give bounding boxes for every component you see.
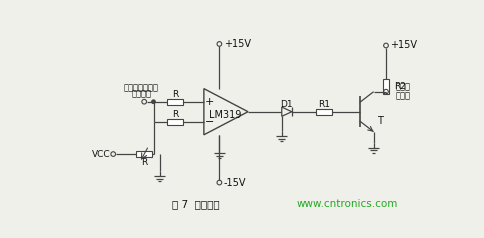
Text: R1: R1 <box>318 99 330 109</box>
Text: D1: D1 <box>281 99 293 109</box>
FancyBboxPatch shape <box>382 79 390 94</box>
FancyBboxPatch shape <box>136 151 152 157</box>
Text: 流信号: 流信号 <box>395 92 410 101</box>
FancyBboxPatch shape <box>167 99 183 105</box>
Text: 母线过: 母线过 <box>395 83 410 92</box>
Circle shape <box>152 100 155 103</box>
Text: -15V: -15V <box>223 178 246 188</box>
Text: +15V: +15V <box>224 39 251 49</box>
Text: +15V: +15V <box>390 40 417 50</box>
FancyBboxPatch shape <box>316 109 332 115</box>
Text: R: R <box>141 158 147 167</box>
Text: R: R <box>172 109 178 119</box>
Text: +: + <box>205 97 214 107</box>
Text: VCC: VCC <box>91 149 110 159</box>
FancyBboxPatch shape <box>167 119 183 125</box>
Text: R2: R2 <box>394 82 406 91</box>
Text: 霍尔电流传感器: 霍尔电流传感器 <box>123 83 159 92</box>
Text: T: T <box>377 116 382 126</box>
Text: www.cntronics.com: www.cntronics.com <box>297 199 398 209</box>
Text: 采样信号: 采样信号 <box>131 89 151 99</box>
Text: LM319: LM319 <box>210 110 242 120</box>
Text: R: R <box>172 89 178 99</box>
Text: −: − <box>205 117 214 127</box>
Text: 图 7  过流保护: 图 7 过流保护 <box>172 199 220 209</box>
